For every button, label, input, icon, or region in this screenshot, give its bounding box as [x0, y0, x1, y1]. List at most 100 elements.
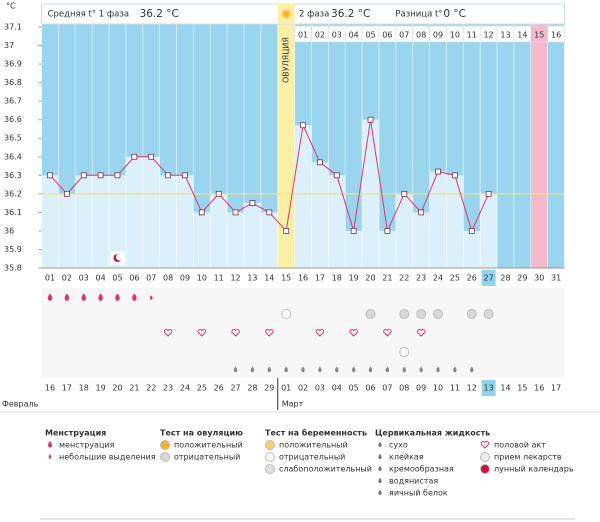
x-tick-label: 17 [315, 274, 325, 283]
x-tick-label: 08 [163, 274, 173, 283]
x-tick-label: 24 [433, 274, 443, 283]
y-tick-label: 36.2 [4, 189, 22, 198]
legend-item: прием лекарств [494, 453, 562, 462]
temperature-point [418, 209, 425, 216]
temperature-point [114, 172, 121, 179]
x-tick-label: 04 [96, 274, 106, 283]
temperature-point [451, 172, 458, 179]
bar [41, 175, 59, 268]
legend-item: клейкая [389, 453, 424, 462]
temperature-point [266, 209, 273, 216]
phase2-label: 2 фаза [299, 10, 329, 20]
temperature-point [367, 116, 374, 123]
test-icon [483, 309, 494, 319]
temperature-point [47, 172, 53, 179]
drop-icon [250, 366, 255, 373]
temperature-point [165, 172, 171, 179]
month-label: Февраль [2, 400, 39, 409]
bar [109, 175, 126, 268]
drop-icon [378, 453, 382, 460]
date-label: 22 [146, 384, 156, 393]
y-tick-label: 36 [4, 226, 14, 235]
phase2-day: 07 [399, 31, 409, 40]
test-icon [265, 440, 275, 450]
test-icon [433, 309, 444, 319]
drop-icon [378, 489, 382, 496]
drop-icon [470, 366, 474, 373]
x-tick-label: 21 [382, 274, 392, 283]
date-label: 16 [45, 384, 55, 393]
y-tick-label: 35.9 [4, 245, 22, 254]
y-tick-label: 36.3 [4, 171, 22, 180]
legend-title: Тест на овуляцию [160, 429, 243, 438]
bar [176, 175, 194, 268]
phase2-day: 06 [382, 31, 392, 40]
date-label: 10 [433, 384, 443, 393]
bar [92, 175, 110, 268]
bar [311, 162, 329, 268]
bar [142, 156, 160, 268]
test-icon [365, 309, 376, 319]
date-label: 13 [484, 384, 494, 393]
bar [480, 193, 498, 268]
x-tick-label: 29 [517, 274, 527, 283]
bar [378, 230, 396, 268]
drop-icon [301, 366, 305, 373]
x-tick-label: 28 [500, 274, 510, 283]
date-label: 16 [534, 384, 544, 393]
temperature-point [232, 209, 239, 216]
bar [328, 175, 346, 268]
phase2-day: 05 [365, 31, 375, 40]
test-icon [399, 309, 410, 319]
date-label: 04 [332, 384, 342, 393]
heart-icon [383, 329, 392, 337]
drop-icon [378, 465, 382, 472]
heart-icon [265, 329, 274, 337]
y-tick-label: 37 [4, 41, 14, 50]
legend-title: Менструация [45, 429, 106, 438]
temperature-point [97, 172, 104, 179]
drop-icon [47, 293, 53, 302]
legend-item: половой акт [494, 441, 546, 450]
date-label: 23 [163, 384, 173, 393]
legend-title: Тест на беременность [265, 428, 367, 438]
test-icon [265, 452, 275, 462]
temperature-point [63, 190, 70, 197]
test-icon [480, 452, 490, 462]
y-tick-label: 37.1 [4, 23, 22, 32]
month-label: Март [282, 400, 304, 409]
y-tick-label: 35.8 [4, 264, 22, 273]
temperature-point [435, 168, 441, 175]
diff-value: 0 °C [443, 8, 466, 20]
bar [260, 212, 278, 268]
x-tick-label: 10 [197, 274, 207, 283]
date-label: 24 [180, 384, 190, 393]
date-label: 11 [450, 384, 460, 393]
drop-icon [81, 293, 86, 302]
heart-icon [416, 329, 426, 337]
date-label: 26 [214, 384, 224, 393]
heart-icon [480, 441, 490, 449]
sun-icon [281, 9, 292, 19]
y-tick-label: 36.7 [4, 97, 22, 106]
phase2-day: 16 [551, 31, 561, 40]
test-icon [399, 347, 410, 357]
temperature-point [350, 228, 357, 234]
date-label: 03 [315, 384, 325, 393]
date-label: 06 [365, 384, 375, 393]
drop-icon [378, 477, 382, 484]
date-label: 18 [79, 384, 89, 393]
x-tick-label: 02 [62, 274, 72, 283]
x-tick-label: 15 [281, 274, 291, 283]
phase2-day: 03 [332, 31, 342, 40]
drop-icon [132, 293, 137, 302]
test-icon [160, 452, 170, 462]
temperature-point [384, 228, 391, 234]
icon-area [41, 288, 565, 378]
current-date-highlight [481, 380, 496, 396]
drop-icon [64, 293, 70, 302]
phase2-day: 09 [433, 31, 443, 40]
x-tick-label: 07 [146, 274, 156, 283]
legend-item: сухо [389, 441, 408, 450]
